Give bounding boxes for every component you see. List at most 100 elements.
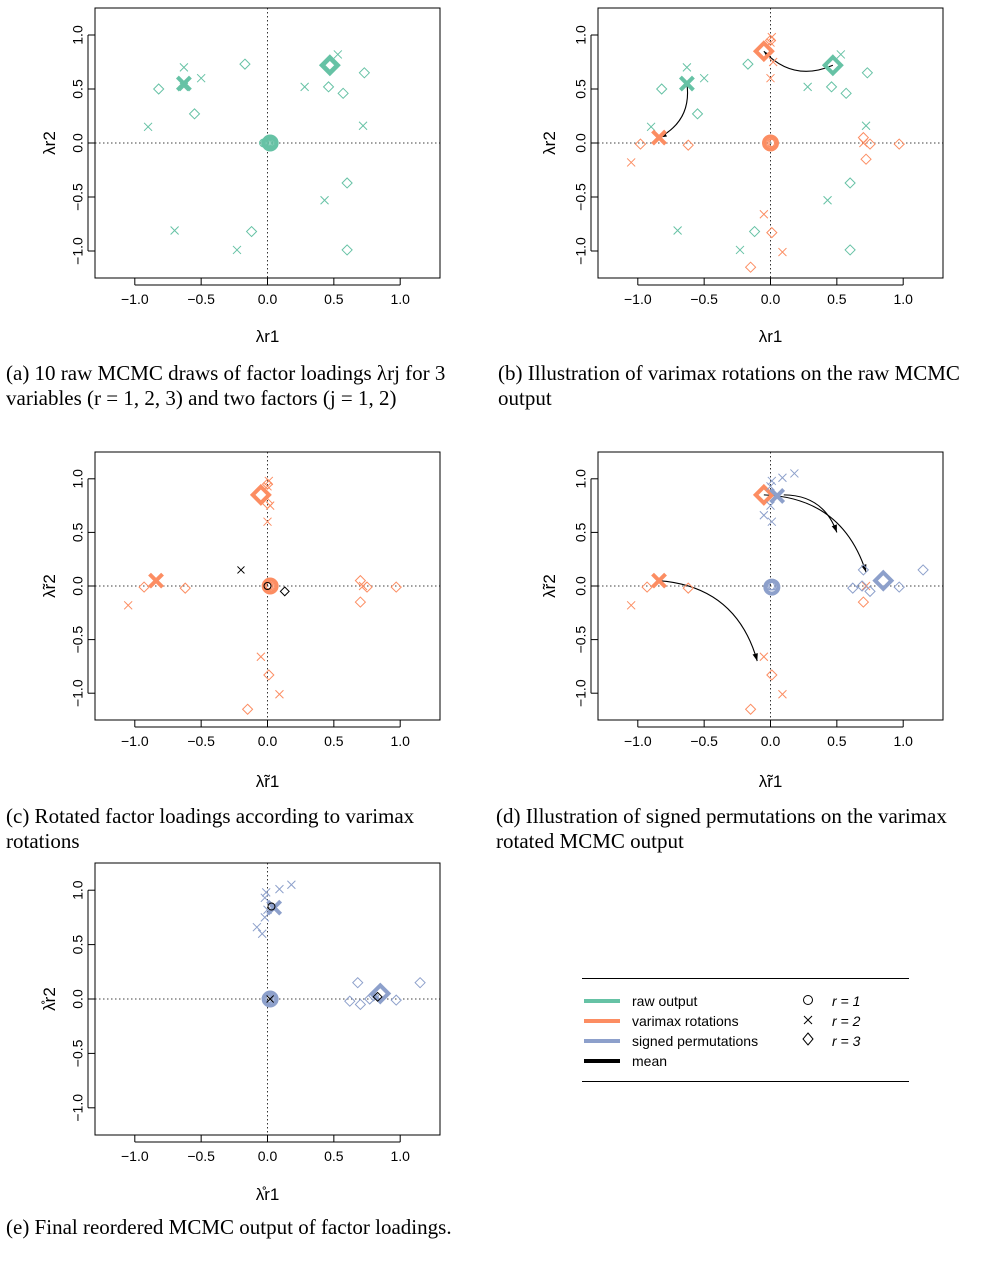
x-tick-label: −0.5: [187, 733, 215, 749]
x-tick-label: 1.0: [893, 291, 913, 307]
varimax-r-3-mean-marker: [249, 483, 272, 506]
x-tick-label: −1.0: [121, 1148, 149, 1164]
y-tick-label: −1.0: [70, 1094, 86, 1122]
varimax-r-3-point: [261, 478, 274, 490]
x-tick-label: 0.0: [761, 733, 781, 749]
varimax-r-3-mean-marker: [752, 40, 775, 63]
x-tick-label: −0.5: [690, 733, 718, 749]
x-tick-label: 1.0: [390, 1148, 410, 1164]
legend-diamond-icon: [802, 1032, 814, 1046]
varimax-r-3-point: [860, 153, 872, 165]
raw-output-r-2-mean-marker: [678, 75, 695, 92]
signed-r-2-point: [790, 469, 799, 478]
x-tick-label: 0.0: [258, 1148, 278, 1164]
signed-r-3-point: [414, 976, 426, 989]
varimax-r-3-point: [354, 574, 367, 587]
signed-r-3-point: [856, 580, 868, 592]
y-tick-label: 0.5: [70, 935, 86, 955]
legend-label-signed: signed permutations: [632, 1033, 759, 1049]
caption-e: (e) Final reordered MCMC output of facto…: [6, 1215, 452, 1239]
signed-r-1-mean-marker: [261, 990, 279, 1008]
arrow-head: [752, 653, 758, 662]
signed-r-3-point: [847, 582, 859, 594]
raw-output-r-2-point: [823, 195, 832, 205]
x-axis-label: λ̃r1: [759, 772, 783, 791]
varimax-r-2-point: [778, 689, 787, 699]
varimax-r-2-point: [766, 73, 775, 83]
raw-output-r-3-point: [748, 225, 761, 238]
raw-output-r-3-point: [322, 81, 335, 93]
signed-r-2-point: [260, 893, 270, 903]
varimax-r-2-point: [626, 600, 636, 610]
x-tick-label: −1.0: [624, 291, 652, 307]
x-tick-label: −1.0: [121, 733, 149, 749]
x-tick-label: 0.0: [761, 291, 781, 307]
y-axis-label: λr2: [540, 131, 559, 155]
signed-r-1-mean-marker: [763, 578, 781, 596]
signed-r-2-point: [767, 517, 777, 527]
raw-output-r-2-point: [646, 122, 656, 132]
signed-r-3-point: [363, 993, 376, 1005]
legend-label-mean: mean: [632, 1053, 668, 1069]
raw-output-r-2-point: [320, 195, 329, 205]
varimax-r-2-point: [861, 581, 871, 591]
signed-r-2-mean-marker: [769, 488, 786, 504]
x-tick-label: 0.5: [324, 291, 344, 307]
x-tick-label: −0.5: [187, 291, 215, 307]
raw-output-r-3-point: [188, 108, 201, 120]
legend-symbols: [802, 995, 814, 1046]
signed-r-2-point: [767, 476, 777, 486]
legend-cross-icon: [803, 1015, 813, 1025]
raw-output-r-2-point: [333, 50, 343, 59]
y-tick-label: 0.5: [70, 79, 86, 99]
signed-r-3-point: [390, 994, 402, 1006]
legend-circle-icon: [803, 995, 813, 1005]
x-tick-label: 0.0: [258, 291, 278, 307]
raw-output-r-3-point: [655, 83, 668, 95]
rotation-arrow: [763, 494, 867, 573]
signed-r-3-point: [857, 564, 870, 576]
varimax-r-3-point: [744, 261, 757, 273]
panel-c-plot: −1.0 −1.0 −0.5 −0.5 0.0 0.0 0.5 0.5 1.0 1.0 λ̃r1 λ̃…: [40, 451, 441, 791]
legend-line-raw: [584, 999, 620, 1003]
signed-r-3-mean-marker: [872, 569, 895, 592]
raw-output-r-2-point: [232, 245, 242, 255]
varimax-r-3-point: [766, 669, 778, 681]
raw-output-r-3-point: [742, 58, 754, 70]
varimax-r-3-point: [390, 581, 402, 593]
caption-a: (a) 10 raw MCMC draws of factor loadings…: [6, 361, 446, 410]
raw-output-r-3-point: [844, 244, 856, 256]
x-axis-label: λr1: [759, 327, 783, 346]
y-tick-label: −0.5: [573, 183, 589, 211]
varimax-r-3-mean-marker: [752, 483, 775, 506]
y-tick-label: 1.0: [70, 25, 86, 45]
varimax-r-3-point: [764, 34, 777, 47]
signed-r-3-point: [864, 585, 876, 598]
panel-e-plot: −1.0 −1.0 −0.5 −0.5 0.0 0.0 0.5 0.5 1.0 1.0 λ̊r1 λ̊…: [40, 862, 441, 1204]
raw-output-r-2-point: [735, 245, 745, 255]
mean-point: [263, 582, 272, 590]
raw-output-r-3-point: [844, 177, 856, 189]
signed-r-2-point: [252, 922, 262, 932]
raw-output-r-3-point: [324, 59, 336, 71]
raw-output-r-3-mean-marker: [821, 54, 844, 77]
signed-r-2-point: [287, 880, 296, 890]
y-tick-label: −0.5: [573, 626, 589, 654]
panel-a-plot: −1.0 −1.0 −0.5 −0.5 0.0 0.0 0.5 0.5 1.0 1.0 λr1 λr2: [40, 7, 441, 346]
signed-r-2-point: [766, 481, 775, 491]
x-axis-label: λ̊r1: [256, 1185, 280, 1204]
y-tick-label: 0.0: [70, 133, 86, 153]
raw-output-r-2-point: [803, 82, 813, 92]
signed-r-3-point: [354, 998, 367, 1011]
signed-r-2-point: [260, 913, 270, 922]
raw-output-r-3-point: [337, 87, 349, 100]
x-axis-label: λr1: [256, 327, 280, 346]
y-axis-label: λ̊r2: [40, 987, 59, 1011]
caption-c: (c) Rotated factor loadings according to…: [6, 804, 415, 853]
raw-output-r-2-point: [836, 50, 846, 59]
varimax-r-2-mean-marker: [651, 129, 667, 146]
rotation-arrow: [658, 580, 758, 662]
mean-point: [237, 566, 245, 574]
signed-r-3-point: [917, 564, 929, 576]
raw-output-r-3-point: [358, 67, 371, 79]
